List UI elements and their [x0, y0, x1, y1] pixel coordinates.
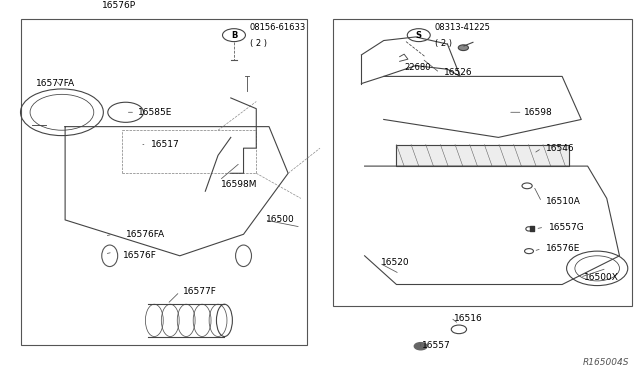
Text: 16576E: 16576E [546, 244, 580, 253]
Text: 16598: 16598 [524, 108, 553, 117]
Text: 16517: 16517 [151, 140, 180, 149]
Text: R165004S: R165004S [582, 358, 629, 367]
Text: 16577F: 16577F [183, 287, 217, 296]
Text: B: B [231, 31, 237, 40]
Circle shape [458, 45, 468, 51]
Text: 08313-41225: 08313-41225 [435, 23, 491, 32]
Polygon shape [396, 145, 568, 166]
Text: 16500X: 16500X [584, 273, 620, 282]
Text: 16585E: 16585E [138, 108, 173, 117]
Text: 16510A: 16510A [546, 198, 581, 206]
Text: 16577FA: 16577FA [36, 79, 76, 88]
Text: 08156-61633: 08156-61633 [250, 23, 306, 32]
Text: 16557: 16557 [422, 341, 451, 350]
Text: 22680: 22680 [404, 63, 431, 72]
Text: ( 2 ): ( 2 ) [435, 39, 452, 48]
Circle shape [414, 343, 427, 350]
Text: 16520: 16520 [381, 259, 409, 267]
Text: 16500: 16500 [266, 215, 294, 224]
Text: S: S [416, 31, 422, 40]
Text: 16576F: 16576F [122, 251, 156, 260]
Text: 16516: 16516 [454, 314, 483, 323]
Text: 16557G: 16557G [549, 222, 585, 232]
Text: ( 2 ): ( 2 ) [250, 39, 267, 48]
Text: 16598M: 16598M [221, 180, 258, 189]
Text: 16526: 16526 [444, 68, 473, 77]
Text: 16546: 16546 [546, 144, 575, 153]
Text: 16576P: 16576P [102, 1, 136, 10]
Text: 16576FA: 16576FA [125, 230, 164, 239]
